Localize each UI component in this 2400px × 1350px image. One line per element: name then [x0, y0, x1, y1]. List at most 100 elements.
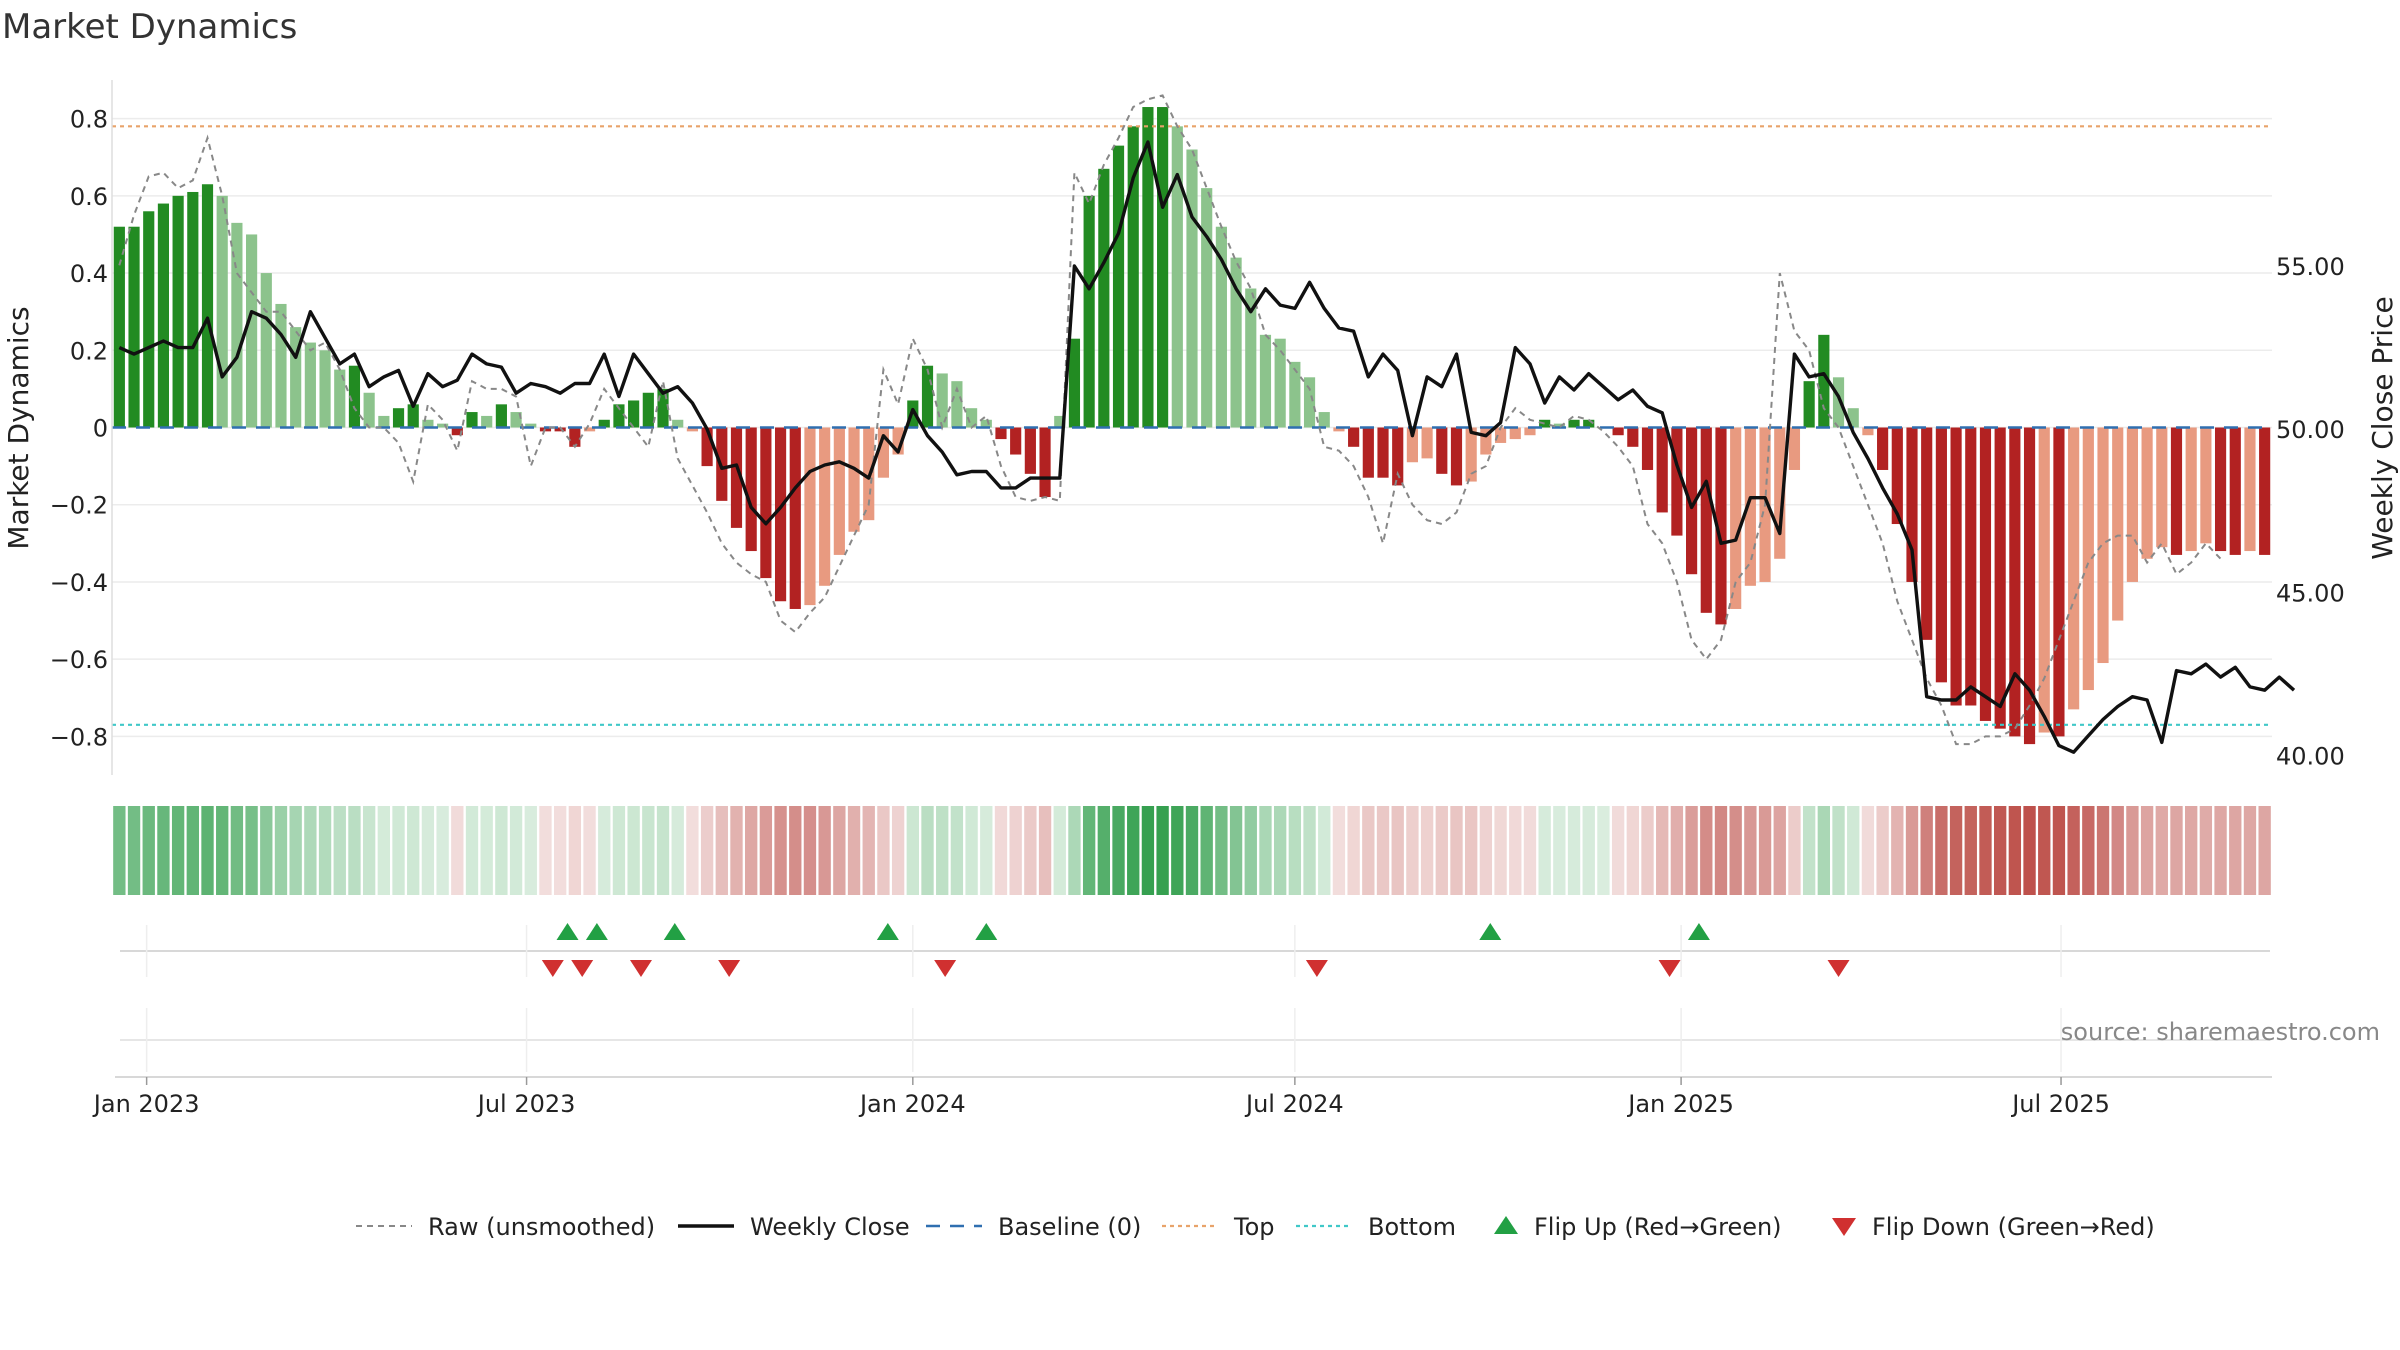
dynamics-bar — [892, 427, 904, 455]
dynamics-bar — [1083, 195, 1095, 428]
heat-strip-cell — [1847, 806, 1860, 895]
heat-strip-cell — [583, 806, 596, 895]
heat-strip-cell — [524, 806, 537, 895]
heat-strip-cell — [1391, 806, 1404, 895]
source-credit: source: sharemaestro.com — [2061, 1018, 2380, 1046]
heat-strip-cell — [598, 806, 611, 895]
dynamics-bar — [921, 365, 934, 428]
dynamics-bar — [1935, 427, 1947, 683]
heat-strip-cell — [1920, 806, 1933, 895]
heat-strip-cell — [553, 806, 567, 895]
x-tick-label: Jan 2023 — [92, 1090, 200, 1118]
dynamics-bar — [2097, 427, 2109, 664]
heat-strip-cell — [1318, 806, 1331, 895]
y-tick-label: 0.8 — [70, 106, 108, 134]
dynamics-bar — [789, 427, 801, 609]
dynamics-bar — [2023, 427, 2036, 745]
heat-strip-cell — [1597, 806, 1610, 895]
dynamics-bar — [1671, 427, 1683, 536]
dynamics-bar — [1421, 427, 1433, 459]
heat-strip-cell — [304, 806, 317, 895]
dynamics-bar — [1127, 126, 1139, 428]
dynamics-bar — [569, 427, 581, 447]
dynamics-bar — [1921, 427, 1933, 640]
dynamics-bar — [2259, 427, 2271, 555]
heat-strip-cell — [715, 806, 728, 895]
dynamics-bar — [848, 427, 860, 532]
heat-strip-cell — [833, 806, 846, 895]
heat-strip-cell — [2111, 806, 2124, 895]
dynamics-bar — [319, 350, 331, 428]
heat-strip-cell — [671, 806, 684, 895]
dynamics-bar — [1509, 427, 1521, 440]
dynamics-bar — [995, 427, 1007, 440]
y2-axis-label: Weekly Close Price — [2366, 296, 2399, 559]
heat-strip-cell — [1685, 806, 1698, 895]
heat-strip-cell — [451, 806, 464, 895]
dynamics-bar — [1348, 427, 1360, 447]
dynamics-bar — [216, 195, 228, 428]
heat-strip-cell — [1479, 806, 1493, 895]
y-tick-label: −0.4 — [50, 569, 108, 597]
dynamics-bar — [1744, 427, 1756, 586]
dynamics-bar — [495, 404, 507, 428]
heat-strip-cell — [289, 806, 302, 895]
legend-item: Bottom — [1296, 1213, 1456, 1241]
dynamics-bar — [1289, 361, 1301, 428]
flip-up-marker — [585, 923, 608, 940]
dynamics-bar — [1877, 427, 1889, 470]
dynamics-bar — [157, 203, 170, 428]
heat-strip-cell — [186, 806, 199, 895]
heat-strip-cell — [1465, 806, 1478, 895]
dynamics-bar — [583, 427, 596, 432]
heat-strip-cell — [1127, 806, 1140, 895]
dynamics-bar — [804, 427, 816, 606]
heat-strip-cell — [1582, 806, 1595, 895]
heat-strip-cell — [2243, 806, 2257, 895]
heat-strip-cell — [333, 806, 346, 895]
dynamics-bar — [437, 423, 449, 428]
legend-label: Flip Down (Green→Red) — [1872, 1213, 2155, 1241]
heat-strip-cell — [1891, 806, 1904, 895]
reference-lines — [112, 125, 2272, 726]
dynamics-bar — [1098, 168, 1110, 428]
heat-strip-cell — [847, 806, 861, 895]
heat-strip-cell — [260, 806, 273, 895]
dynamics-bar — [1245, 288, 1257, 428]
heat-strip-cell — [862, 806, 875, 895]
heat-strip-cell — [656, 806, 670, 895]
dynamics-bar — [819, 427, 831, 586]
dynamics-bar — [2229, 427, 2241, 555]
dynamics-bar — [1847, 408, 1859, 428]
legend-label: Bottom — [1368, 1213, 1456, 1241]
flip-down-marker — [571, 960, 594, 977]
dynamics-bar — [1568, 419, 1580, 428]
heat-strip-cell — [465, 806, 479, 895]
heat-strip-cell — [318, 806, 332, 895]
heat-strip-cell — [759, 806, 773, 895]
heat-strip-cell — [1788, 806, 1801, 895]
dynamics-bar — [1024, 427, 1036, 474]
heat-strip-cell — [2082, 806, 2095, 895]
heat-strip-cell — [1949, 806, 1963, 895]
heat-strip-cell — [2023, 806, 2036, 895]
heat-strip-cell — [142, 806, 155, 895]
dynamics-bar — [246, 234, 258, 428]
legend-swatch-flip-down — [1832, 1218, 1856, 1236]
heat-strip-cell — [1097, 806, 1111, 895]
dynamics-bar — [1612, 427, 1624, 436]
dynamics-bar — [275, 303, 287, 428]
dynamics-bar — [966, 408, 978, 428]
dynamics-bar — [451, 427, 463, 436]
heat-strip-cell — [362, 806, 376, 895]
dynamics-bar — [1450, 427, 1463, 486]
dynamics-bars — [113, 107, 2271, 745]
heat-strip-cell — [1362, 806, 1375, 895]
dynamics-bar — [2200, 427, 2212, 544]
dynamics-bar — [1377, 427, 1389, 478]
flip-down-marker — [718, 960, 741, 977]
heat-strip-cell — [1259, 806, 1272, 895]
heat-strip-cell — [745, 806, 758, 895]
heat-strip-cell — [480, 806, 493, 895]
